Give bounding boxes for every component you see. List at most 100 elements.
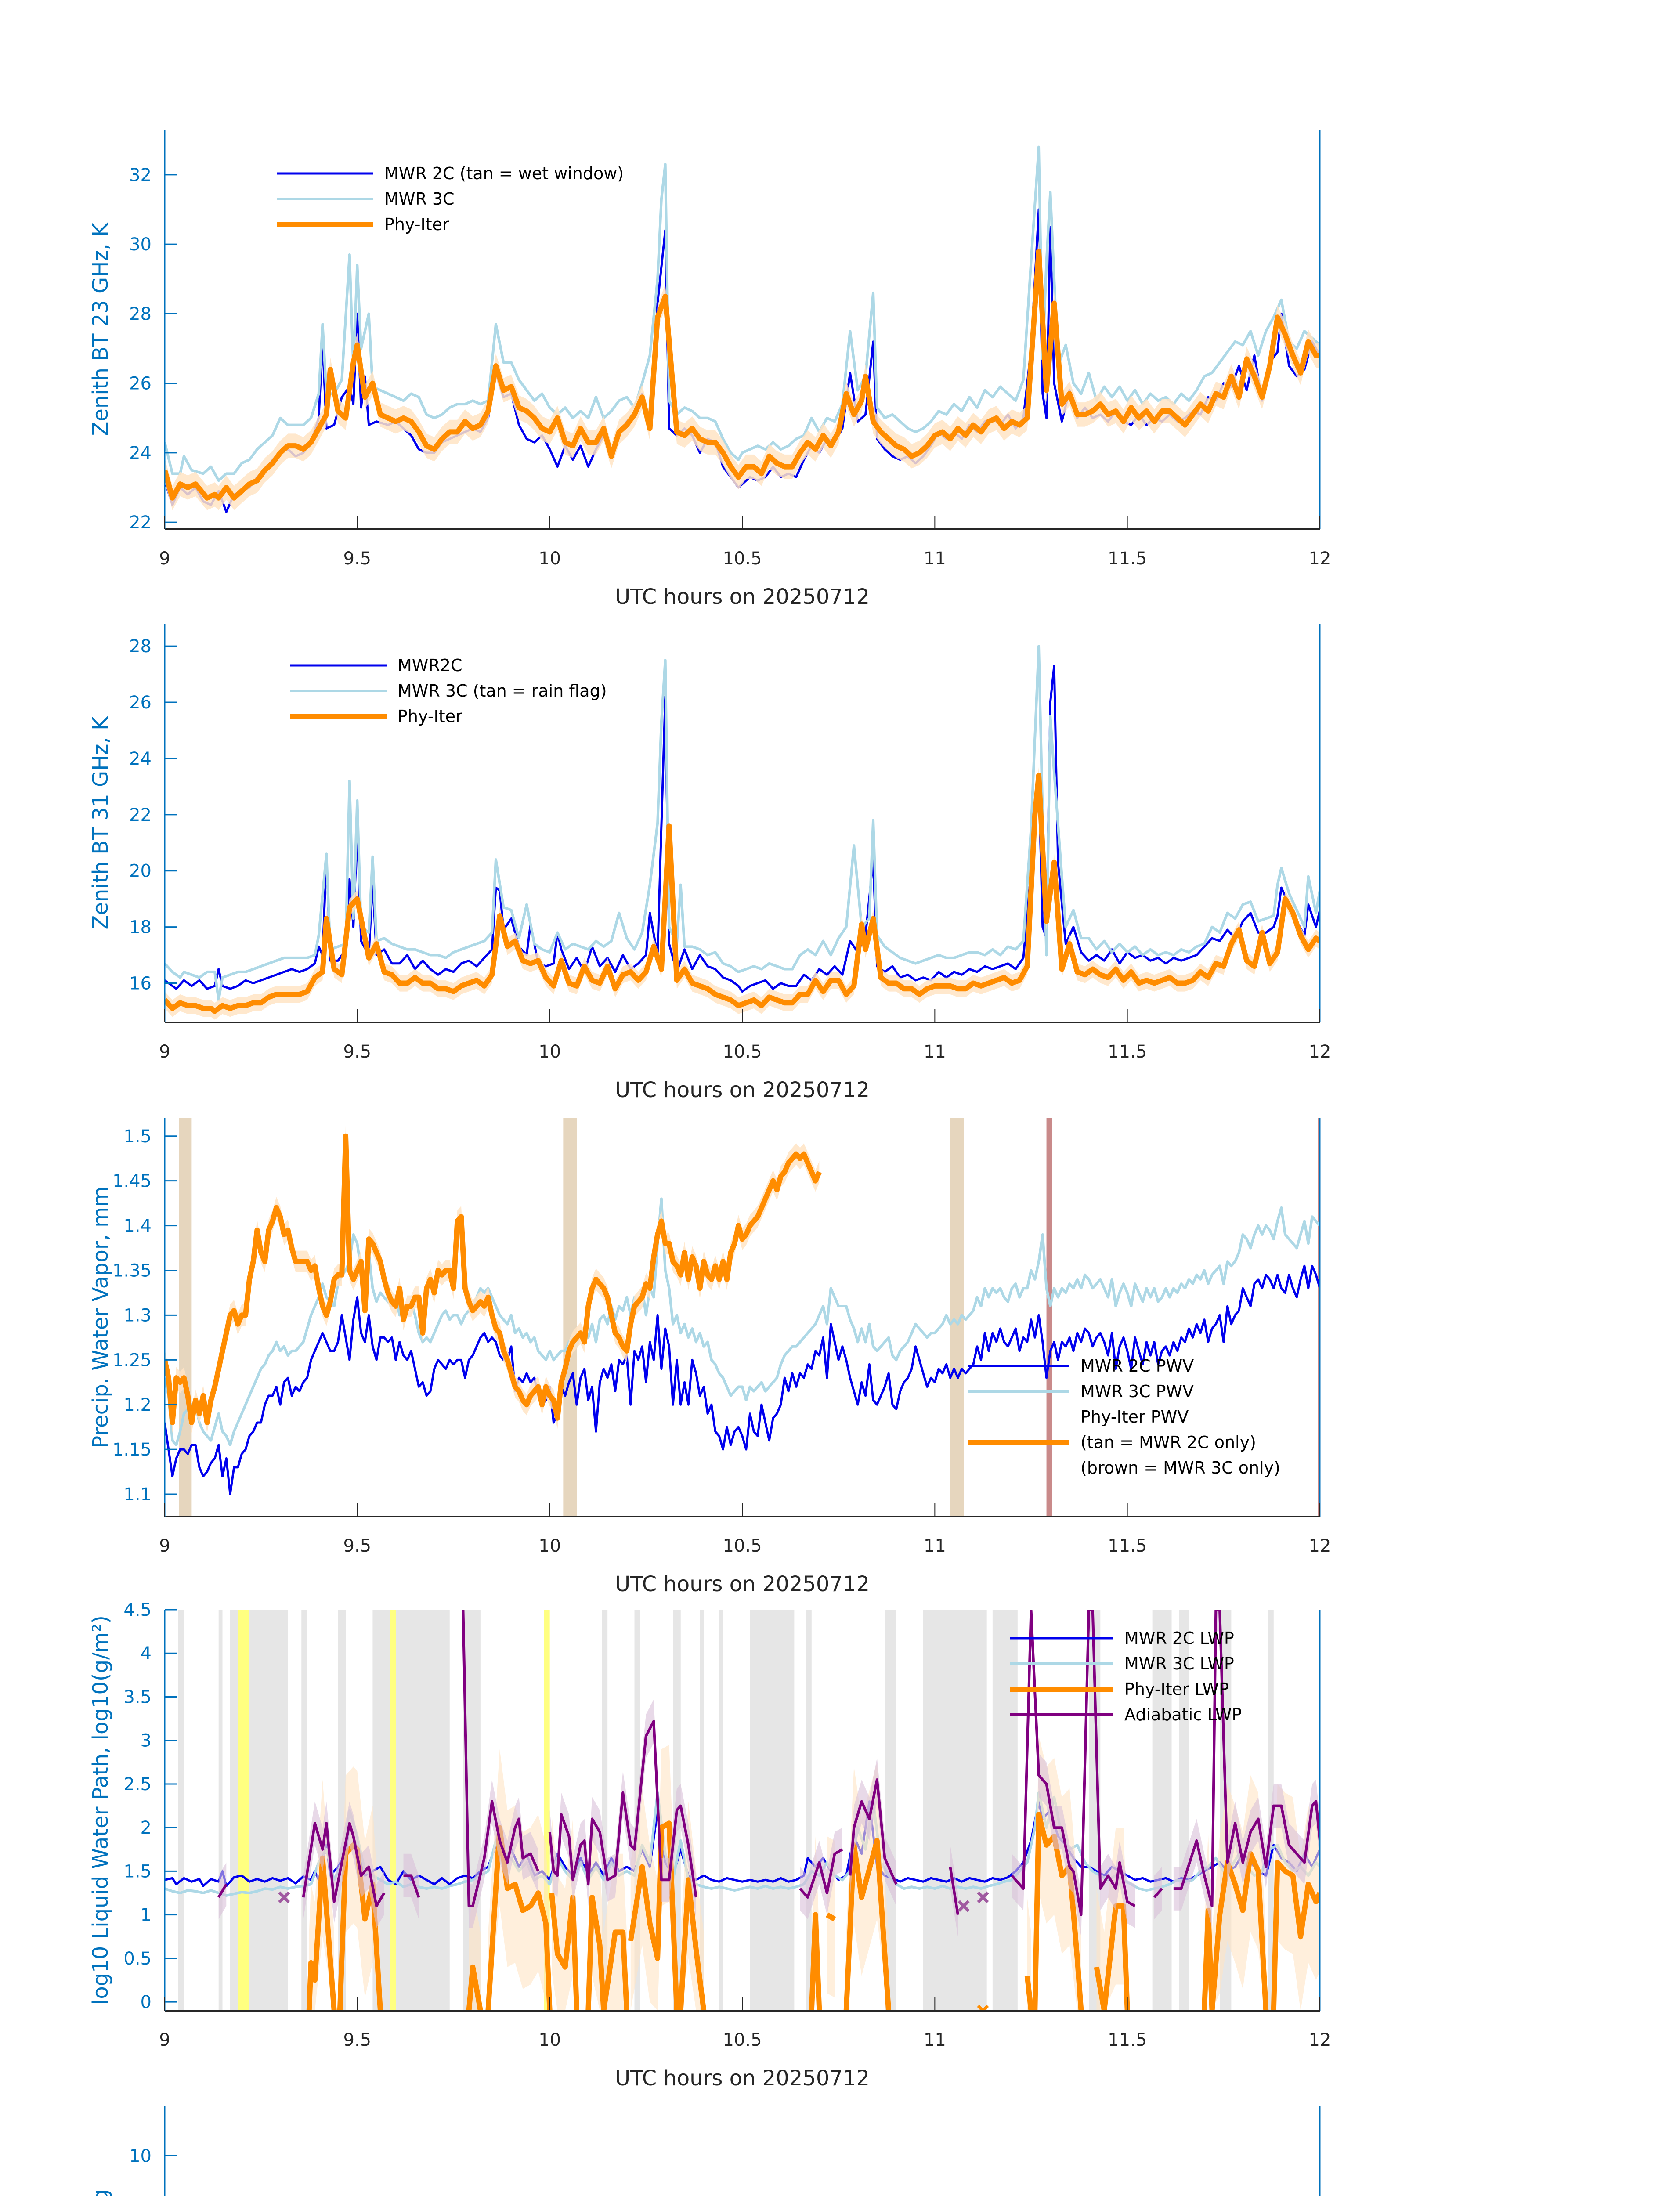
y-tick-label: 10 (129, 2146, 152, 2167)
panel-bt23: Zenith BT 23 GHz, K UTC hours on 2025071… (88, 130, 1331, 609)
y-tick-label: 1 (141, 1905, 152, 1925)
y-tick-label: 1.35 (112, 1261, 152, 1281)
x-tick-label: 10.5 (723, 1042, 762, 1062)
flag-band-brown (1046, 1118, 1052, 1517)
x-tick-label: 10 (538, 1042, 561, 1062)
x-tick-label: 10.5 (723, 549, 762, 569)
legend-label: (brown = MWR 3C only) (1080, 1458, 1280, 1477)
gray-band (602, 1610, 608, 2011)
x-tick-label: 9 (159, 1042, 170, 1062)
legend: MWR 2C LWP MWR 3C LWP Phy-Iter LWP Adiabati… (1010, 1629, 1242, 1724)
series-adiabatic-lwp (302, 1822, 386, 1907)
x-tick-label: 9.5 (343, 2030, 372, 2050)
y-tick-label: 1.45 (112, 1171, 152, 1192)
x-tick-label: 9.5 (343, 1042, 372, 1062)
y-tick-label: 1.4 (123, 1216, 152, 1236)
series-phy-iter-lwp (1271, 1860, 1320, 2011)
uncertainty-band (403, 1853, 419, 1919)
legend-label: Phy-Iter PWV (1080, 1407, 1189, 1427)
y-axis-title-bt31: Zenith BT 31 GHz, K (88, 716, 113, 930)
series-adiabatic-lwp (1153, 1888, 1163, 1898)
x-tick-label: 10 (538, 549, 561, 569)
y-tick-label: 28 (129, 304, 152, 324)
series-mwr-3c-tan-rain-flag (165, 645, 1320, 1001)
legend-label: Phy-Iter LWP (1124, 1680, 1229, 1699)
uncertainty-band (165, 239, 1320, 510)
x-tick-label: 10 (538, 1536, 561, 1556)
gray-band (992, 1610, 1018, 2011)
y-tick-label: 3.5 (123, 1687, 152, 1707)
plot-area (165, 1610, 1320, 2011)
x-tick-label: 10.5 (723, 2030, 762, 2050)
legend-label: MWR 3C (384, 189, 455, 209)
panel-lwp: log10 Liquid Water Path, log10(g/m²) UTC… (88, 1600, 1331, 2091)
uncertainty-band (630, 1745, 677, 2011)
series-phy-iter-lwp (678, 1877, 707, 2011)
y-tick-label: 3 (141, 1731, 152, 1751)
series-adiabatic-lwp (949, 1867, 959, 1915)
legend-label: (tan = MWR 2C only) (1080, 1433, 1256, 1452)
uncertainty-band (303, 1801, 384, 1928)
y-tick-label: 22 (129, 513, 152, 533)
legend-label: MWR2C (397, 656, 462, 675)
y-tick-label: 1.25 (112, 1350, 152, 1370)
y-tick-label: 1.1 (123, 1484, 152, 1505)
uncertainty-band (488, 1749, 550, 2011)
y-axis-title-lwp: log10 Liquid Water Path, log10(g/m²) (88, 1615, 113, 2005)
y-tick-label: 32 (129, 165, 152, 185)
panel-dqflag: MWR Phy Iter DQ Flag UTC hours on 202507… (88, 2106, 1321, 2196)
plot-area (165, 1118, 1320, 1517)
plot-area (165, 645, 1320, 1020)
series-adiabatic-lwp (1011, 1610, 1136, 1916)
x-tick-label: 11 (924, 549, 946, 569)
series-phy-iter-lwp (628, 1820, 679, 2011)
series-phy-iter-lwp (843, 1838, 892, 2011)
uncertainty-band (1173, 1610, 1320, 1928)
legend-label: MWR 2C LWP (1124, 1629, 1234, 1648)
legend-label: MWR 3C (tan = rain flag) (397, 681, 607, 701)
y-tick-label: 24 (129, 749, 152, 769)
x-tick-label: 9.5 (343, 1536, 372, 1556)
flag-band-tan (563, 1118, 577, 1517)
y-tick-label: 1.3 (123, 1305, 152, 1326)
x-tick-label: 12 (1309, 2030, 1331, 2050)
legend: MWR 2C PWV MWR 3C PWV Phy-Iter PWV (tan = M… (968, 1356, 1280, 1477)
x-marker (957, 1900, 970, 1912)
y-tick-label: 2.5 (123, 1774, 152, 1795)
panel-pwv: Precip. Water Vapor, mm UTC hours on 202… (88, 1118, 1331, 1596)
y-tick-label: 26 (129, 693, 152, 713)
x-tick-label: 12 (1309, 549, 1331, 569)
gray-band (923, 1610, 987, 2011)
series-phy-iter-lwp (1032, 1812, 1084, 2011)
gray-band (301, 1610, 307, 2011)
series-adiabatic-lwp (548, 1720, 697, 1898)
y-tick-label: 18 (129, 917, 152, 938)
series-mwr-3c-pwv (165, 1197, 1320, 1446)
x-tick-label: 9 (159, 549, 170, 569)
x-marker (278, 1891, 290, 1903)
x-axis-title-bt31: UTC hours on 20250712 (615, 1078, 870, 1102)
y-axis-title-dqflag: MWR Phy Iter DQ Flag (88, 2189, 113, 2196)
series-adiabatic-lwp (403, 1874, 420, 1898)
series-phy-iter-lwp (1024, 1975, 1034, 2011)
uncertainty-band (463, 1610, 538, 1928)
series-phy-iter-lwp (1202, 1851, 1269, 2011)
yellow-band (238, 1610, 249, 2011)
legend-label: Phy-Iter (397, 707, 462, 726)
series-adiabatic-lwp (849, 1778, 898, 1885)
y-tick-label: 1.5 (123, 1127, 152, 1147)
y-tick-label: 4.5 (123, 1600, 152, 1620)
y-tick-label: 20 (129, 861, 152, 881)
x-tick-label: 11.5 (1108, 549, 1147, 569)
x-axis-title-pwv: UTC hours on 20250712 (615, 1572, 870, 1596)
series-adiabatic-lwp (1173, 1610, 1320, 1907)
series-phy-iter-pwv (165, 1133, 822, 1425)
x-tick-label: 10 (538, 2030, 561, 2050)
y-tick-label: 26 (129, 374, 152, 394)
gray-band (750, 1610, 795, 2011)
x-tick-label: 9 (159, 2030, 170, 2050)
gray-band (249, 1610, 288, 2011)
y-tick-label: 30 (129, 235, 152, 255)
series-phy-iter (165, 773, 1320, 1014)
